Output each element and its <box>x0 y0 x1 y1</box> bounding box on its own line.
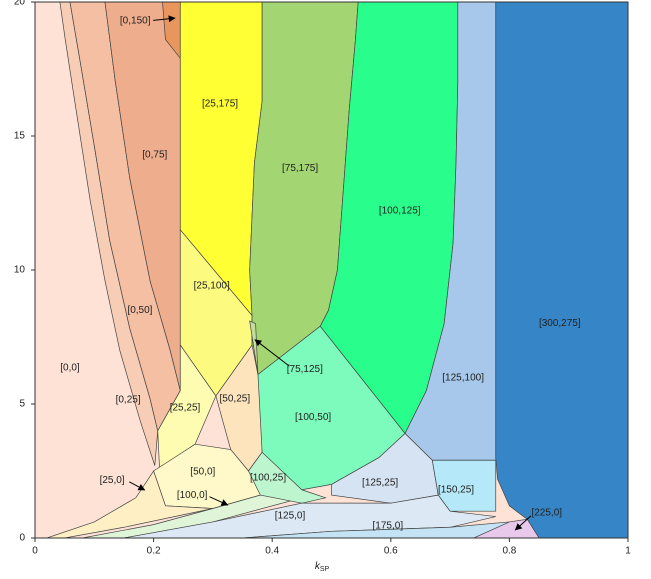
y-tick-label: 10 <box>14 265 26 276</box>
arrow <box>514 515 532 531</box>
region <box>46 470 213 538</box>
region-label: [100,0] <box>177 490 208 501</box>
region-label: [25,100] <box>194 281 230 292</box>
region-label: [50,25] <box>220 393 251 404</box>
arrow <box>153 15 176 23</box>
region-label: [100,50] <box>295 412 331 423</box>
arrow <box>254 339 290 367</box>
region-label: [50,0] <box>190 467 215 478</box>
region-label: [100,125] <box>379 206 421 217</box>
y-tick-label: 0 <box>19 533 25 544</box>
region-label: [300,275] <box>539 318 581 329</box>
x-label-sub: SP <box>320 566 330 573</box>
plot-area: [0,0] [0,25] [0,50] [0,75] [0,150] [25,175] [2… <box>35 2 628 538</box>
y-tick-label: 15 <box>14 131 26 142</box>
region <box>248 451 327 504</box>
y-tick-label: 20 <box>14 0 26 8</box>
region-label: [0,150] <box>120 15 151 26</box>
region <box>242 521 510 538</box>
region-label: [0,75] <box>142 149 167 160</box>
x-tick-label: 1 <box>625 546 631 557</box>
region-label: [125,0] <box>275 511 306 522</box>
region-label: [150,25] <box>438 485 474 496</box>
region-label: [75,125] <box>287 364 323 375</box>
region-label: [175,0] <box>373 521 404 532</box>
region <box>495 2 628 538</box>
arrow <box>129 481 146 491</box>
region-label: [100,25] <box>250 473 286 484</box>
arrow <box>209 496 229 506</box>
x-tick-label: 0.4 <box>265 546 279 557</box>
x-tick-label: 0.2 <box>147 546 161 557</box>
region-label: [125,100] <box>442 373 484 384</box>
region <box>431 459 497 512</box>
x-tick-label: 0 <box>32 546 38 557</box>
x-tick-label: 0.8 <box>502 546 516 557</box>
region-label: [125,25] <box>362 478 398 489</box>
region-label: [25,25] <box>170 403 201 414</box>
region-label: [225,0] <box>531 508 562 519</box>
y-tick-label: 5 <box>19 399 25 410</box>
region-label: [25,175] <box>202 98 238 109</box>
x-label-main: k <box>315 561 321 572</box>
region-label: [75,175] <box>282 163 318 174</box>
x-tick-label: 0.6 <box>384 546 398 557</box>
region-label: [0,0] <box>60 363 80 374</box>
x-axis-label: kSP <box>315 561 330 573</box>
region-label: [25,0] <box>100 475 125 486</box>
region <box>249 320 259 375</box>
region-label: [0,50] <box>127 305 152 316</box>
region-label: [0,25] <box>116 395 141 406</box>
